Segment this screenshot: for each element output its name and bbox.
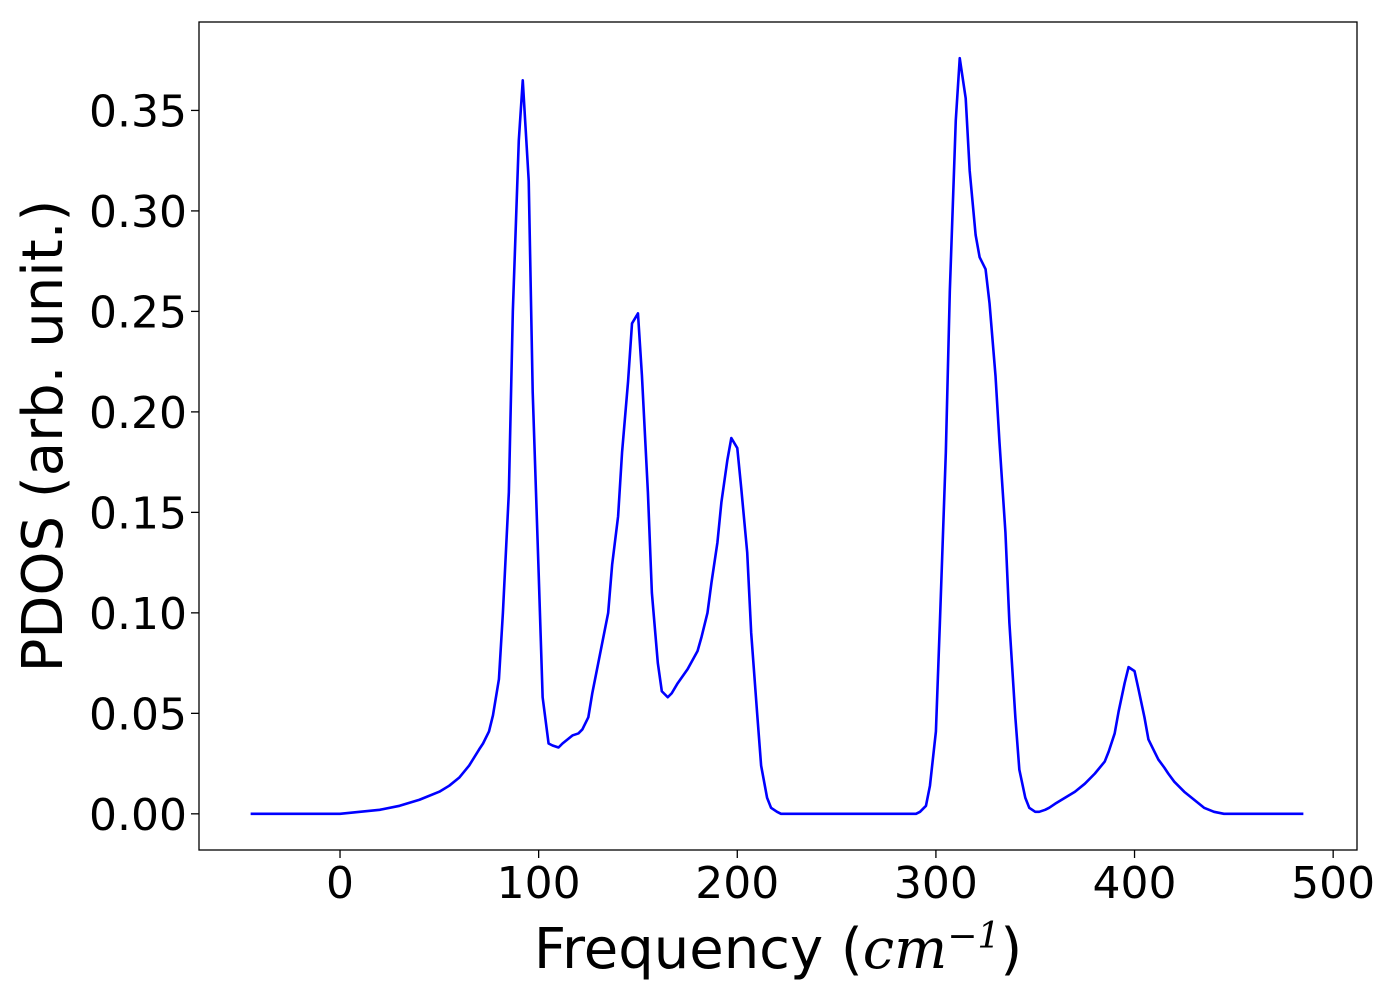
x-tick-label: 500 [1291, 858, 1375, 909]
axes-frame [198, 21, 1358, 851]
x-tick-label: 200 [695, 858, 779, 909]
y-axis-title: PDOS (arb. unit.) [11, 200, 76, 673]
y-tick-label: 0.00 [89, 790, 187, 841]
y-tick-label: 0.30 [89, 187, 187, 238]
x-tick-label: 100 [497, 858, 581, 909]
plot-area [250, 56, 1304, 816]
x-axis-title: Frequency (cm−1) [534, 916, 1022, 983]
x-tick-label: 400 [1093, 858, 1177, 909]
x-tick-label: 300 [894, 858, 978, 909]
y-tick-label: 0.15 [89, 488, 187, 539]
x-tick-label: 0 [326, 858, 354, 909]
y-tick-label: 0.05 [89, 689, 187, 740]
y-axis-ticks: 0.00 0.05 0.10 0.15 0.20 0.25 0.30 0.35 [89, 86, 199, 841]
y-tick-label: 0.10 [89, 589, 187, 640]
y-tick-label: 0.25 [89, 287, 187, 338]
y-tick-label: 0.35 [89, 86, 187, 137]
pdos-series-line-0 [250, 56, 1304, 816]
y-tick-label: 0.20 [89, 388, 187, 439]
x-axis-ticks: 0 100 200 300 400 500 [326, 850, 1375, 909]
